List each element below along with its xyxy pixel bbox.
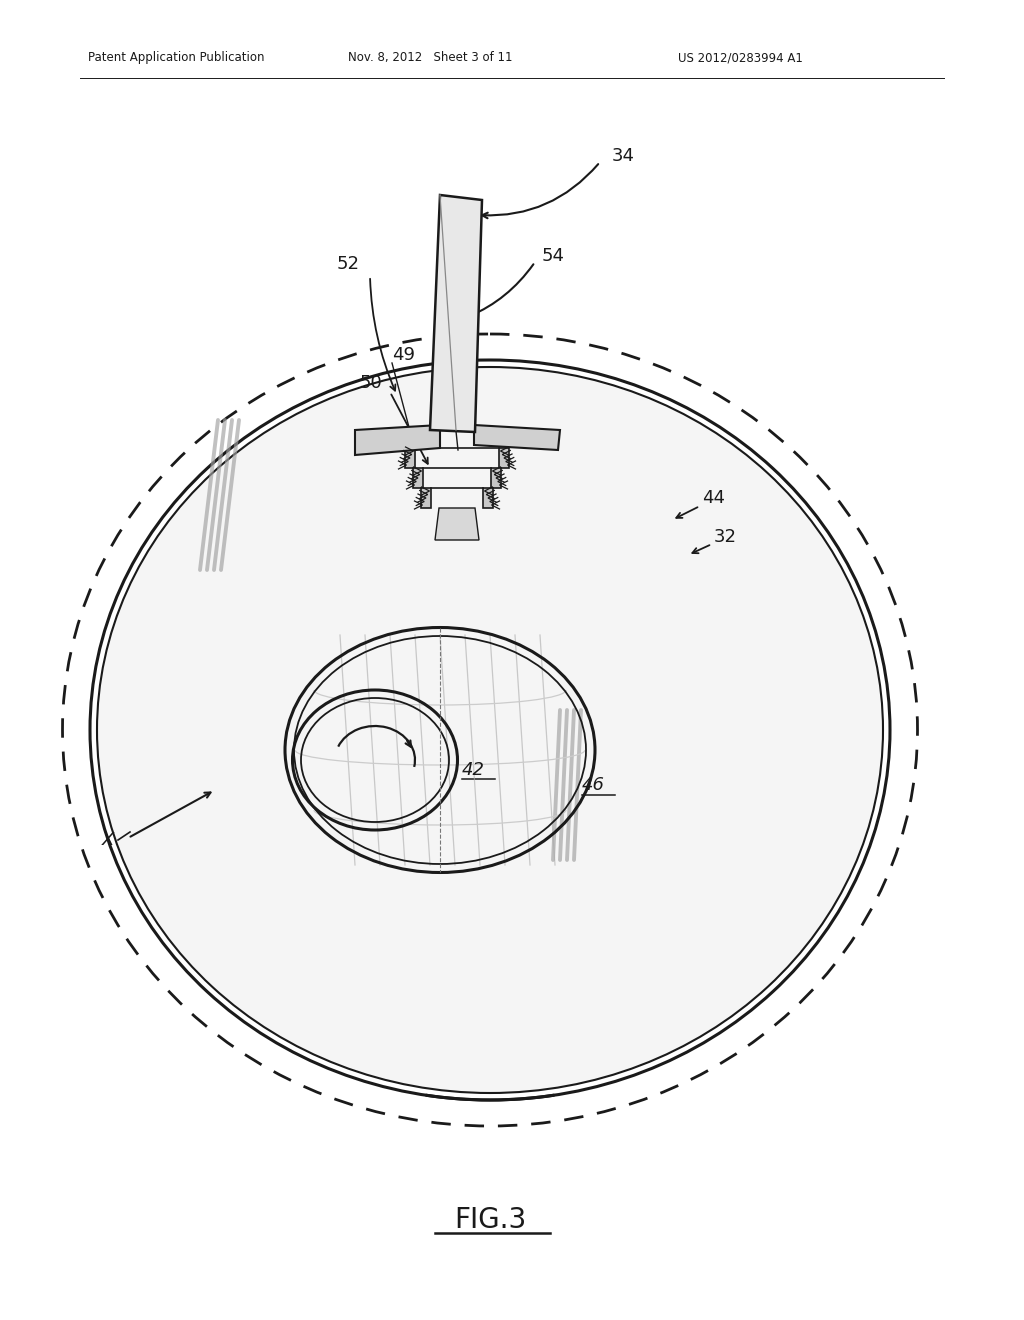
Polygon shape	[474, 425, 560, 450]
Text: 34: 34	[612, 147, 635, 165]
Text: 32: 32	[714, 528, 737, 546]
Text: 44: 44	[702, 488, 725, 507]
Polygon shape	[435, 508, 479, 540]
Text: 54: 54	[542, 247, 565, 265]
Text: X: X	[101, 832, 115, 849]
Text: 49: 49	[443, 359, 466, 378]
Text: Nov. 8, 2012   Sheet 3 of 11: Nov. 8, 2012 Sheet 3 of 11	[348, 51, 512, 65]
Polygon shape	[490, 469, 501, 488]
Text: US 2012/0283994 A1: US 2012/0283994 A1	[678, 51, 803, 65]
Polygon shape	[421, 488, 431, 508]
Text: FIG.3: FIG.3	[454, 1206, 526, 1234]
Text: 52: 52	[337, 255, 360, 273]
Polygon shape	[483, 488, 493, 508]
Polygon shape	[499, 447, 509, 469]
Polygon shape	[413, 469, 423, 488]
Text: 49: 49	[392, 346, 415, 364]
Polygon shape	[406, 447, 415, 469]
Text: 46: 46	[582, 776, 605, 795]
Text: 50: 50	[359, 374, 382, 392]
Polygon shape	[355, 425, 440, 455]
Text: Patent Application Publication: Patent Application Publication	[88, 51, 264, 65]
Ellipse shape	[97, 367, 883, 1093]
Text: 42: 42	[462, 762, 485, 779]
Polygon shape	[430, 195, 482, 432]
